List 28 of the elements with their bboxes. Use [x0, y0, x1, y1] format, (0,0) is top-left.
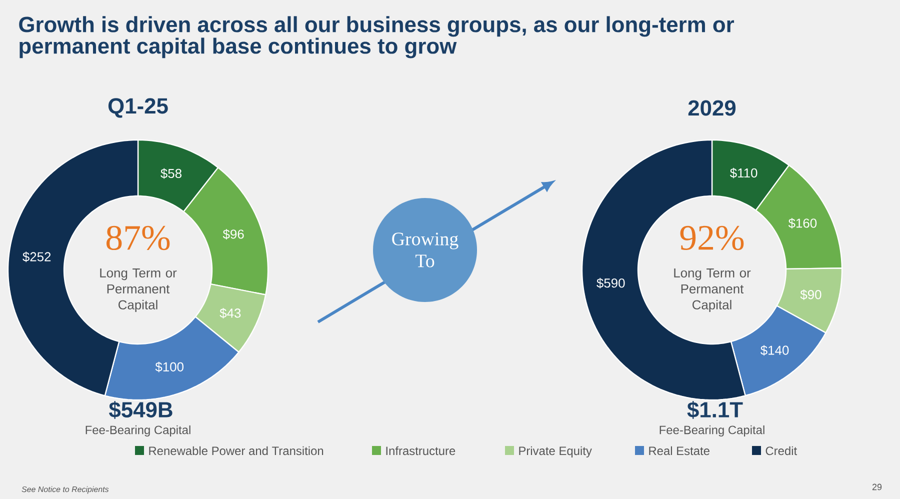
data-label: $100: [155, 362, 184, 372]
legend-label: Private Equity: [519, 446, 592, 458]
legend-label: Renewable Power and Transition: [149, 446, 324, 456]
data-label: $140: [760, 345, 789, 356]
text: Long Term or Permanent Capital: [674, 268, 751, 312]
chart-subtitle: Q1-25: [108, 98, 168, 118]
data-label: $43: [220, 308, 241, 318]
data-label: $90: [800, 289, 822, 300]
text: Fee-Bearing Capital: [660, 425, 764, 437]
data-label: $590: [596, 278, 625, 288]
text: $1.1T: [687, 401, 743, 419]
data-label: $160: [788, 218, 817, 229]
text: $549B: [108, 401, 172, 419]
data-label: $110: [730, 168, 758, 178]
chart-subtitle: 2029: [688, 100, 736, 116]
legend-label: Infrastructure: [386, 446, 456, 456]
data-label: $96: [222, 229, 244, 240]
data-label: $252: [22, 252, 51, 262]
legend-label: Credit: [766, 446, 797, 456]
data-label: $58: [160, 168, 182, 179]
text: 92%: [680, 226, 744, 250]
legend-label: Real Estate: [649, 446, 710, 456]
text: Growing To: [392, 232, 458, 268]
text: Long Term or Permanent Capital: [100, 268, 177, 312]
text: Fee-Bearing Capital: [86, 425, 190, 437]
text: 29: [872, 484, 882, 490]
text: 87%: [106, 226, 170, 250]
chart-title: Growth is driven across all our business groups, as our long-term or permanent capital base continues to grow: [19, 16, 734, 58]
